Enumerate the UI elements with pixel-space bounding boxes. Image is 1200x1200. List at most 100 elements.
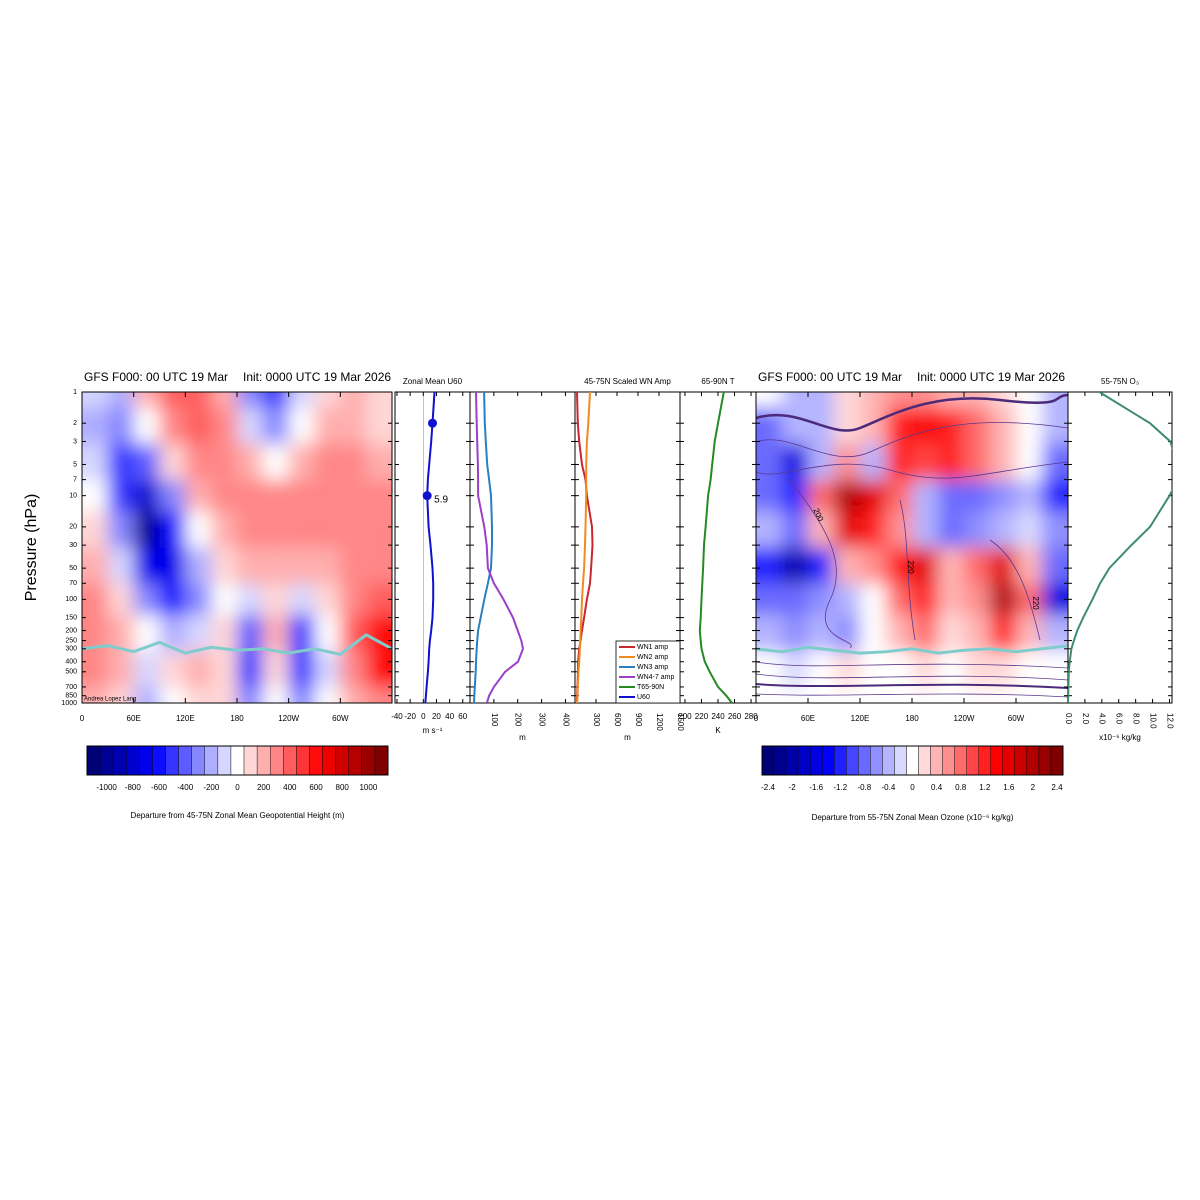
colorbar-tick-label: 2.4: [1051, 783, 1063, 792]
contour-cell: [262, 480, 289, 512]
contour-cell: [237, 407, 263, 444]
profile-line: [1068, 392, 1172, 703]
contour-cell: [262, 651, 289, 688]
colorbar-box: [834, 745, 847, 776]
colorbar-box: [797, 745, 811, 776]
colorbar-tick-label: -0.4: [882, 783, 896, 792]
x-tick-label: 200: [514, 713, 523, 727]
contour-cell: [288, 407, 315, 444]
y-tick-label: 250: [65, 637, 77, 644]
colorbar-box: [191, 745, 205, 776]
x-tick-label: -40: [391, 712, 403, 721]
contour-cell: [340, 392, 367, 408]
plot-frame: [394, 391, 471, 704]
colorbar-box: [322, 745, 336, 776]
contour-cell: [990, 407, 1016, 444]
y-tick-label: 3: [73, 438, 77, 445]
contour-line: [756, 683, 1068, 689]
colorbar-tick-label: -0.8: [857, 783, 871, 792]
contour-cell: [185, 687, 212, 703]
y-tick-label: 500: [65, 669, 77, 676]
contour-fill: [756, 392, 1068, 703]
x-tick-label: 0.0: [1064, 713, 1073, 725]
panel-title: Zonal Mean U60: [403, 377, 463, 386]
contour-cell: [990, 651, 1016, 688]
colorbar-box: [990, 745, 1004, 776]
contour-cell: [1016, 480, 1042, 512]
x-tick-label: 0: [754, 714, 759, 723]
contour-cell: [159, 651, 186, 688]
ozone-contours: [756, 393, 1068, 698]
y-axis-label: Pressure (hPa): [23, 494, 40, 602]
contour-cell: [808, 583, 834, 615]
contour-cell: [964, 687, 990, 703]
x-tick-label: 260: [728, 712, 742, 721]
profile-line: [424, 392, 436, 703]
colorbar-label: Departure from 55-75N Zonal Mean Ozone (…: [812, 813, 1014, 822]
panel-title: 65-90N T: [701, 377, 734, 386]
contour-cell: [262, 614, 289, 652]
contour-cell: [912, 480, 938, 512]
legend-frame: [615, 640, 681, 704]
x-tick-label: 180: [230, 714, 244, 723]
x-axis-label: x10⁻⁶ kg/kg: [1099, 733, 1141, 742]
colorbar-tick-label: -2: [789, 783, 797, 792]
contour-cell: [107, 614, 134, 652]
contour-label: 220: [906, 560, 915, 574]
contour-cell: [133, 443, 160, 481]
colorbar-tick-label: -400: [177, 783, 194, 792]
contour-line: [756, 393, 1068, 432]
colorbar-box: [296, 745, 310, 776]
contour-cell: [938, 511, 964, 548]
contour-cell: [782, 407, 808, 444]
contour-cell: [990, 511, 1016, 548]
colorbar-tick-label: 2: [1031, 783, 1036, 792]
contour-cell: [211, 480, 237, 512]
contour-cell: [1016, 407, 1042, 444]
colorbar-box: [846, 745, 859, 776]
colorbar-box: [204, 745, 219, 776]
contour-cell: [756, 583, 782, 615]
contour-cell: [990, 480, 1016, 512]
contour-cell: [82, 407, 108, 444]
colorbar-box: [858, 745, 871, 776]
contour-cell: [912, 547, 938, 584]
colorbar-tick-label: -1.2: [833, 783, 847, 792]
colorbar-box: [348, 745, 363, 776]
contour-cell: [211, 583, 237, 615]
contour-cell: [938, 583, 964, 615]
series-group: [475, 392, 525, 703]
contour-cell: [82, 443, 108, 481]
series-group: [473, 392, 493, 703]
contour-cell: [288, 651, 315, 688]
colorbar-box: [918, 745, 931, 776]
contour-cell: [107, 407, 134, 444]
contour-cell: [314, 443, 341, 481]
x-tick-label: 60W: [332, 714, 349, 723]
contour-cell: [886, 407, 912, 444]
contour-cell: [133, 651, 160, 688]
x-tick-label: 200: [678, 712, 692, 721]
contour-cell: [366, 480, 392, 512]
contour-cell: [782, 480, 808, 512]
contour-cell: [834, 407, 860, 444]
marker: [422, 491, 432, 501]
contour-cell: [886, 583, 912, 615]
colorbar-tick-label: -1.6: [809, 783, 823, 792]
contour-cell: [314, 480, 341, 512]
contour-cell: [756, 651, 782, 688]
contour-cell: [860, 687, 886, 703]
contour-cell: [912, 511, 938, 548]
contour-cell: [107, 651, 134, 688]
contour-cell: [159, 511, 186, 548]
colorbar-box: [361, 745, 376, 776]
contour-cell: [159, 443, 186, 481]
contour-line: [756, 661, 1068, 669]
contour-cell: [185, 614, 212, 652]
x-tick-label: 120E: [176, 714, 195, 723]
colorbar-box: [126, 745, 140, 776]
contour-line: [756, 461, 1068, 479]
colorbar-tick-label: 400: [283, 783, 297, 792]
x-axis-label: m: [624, 733, 631, 742]
contour-cell: [886, 651, 912, 688]
